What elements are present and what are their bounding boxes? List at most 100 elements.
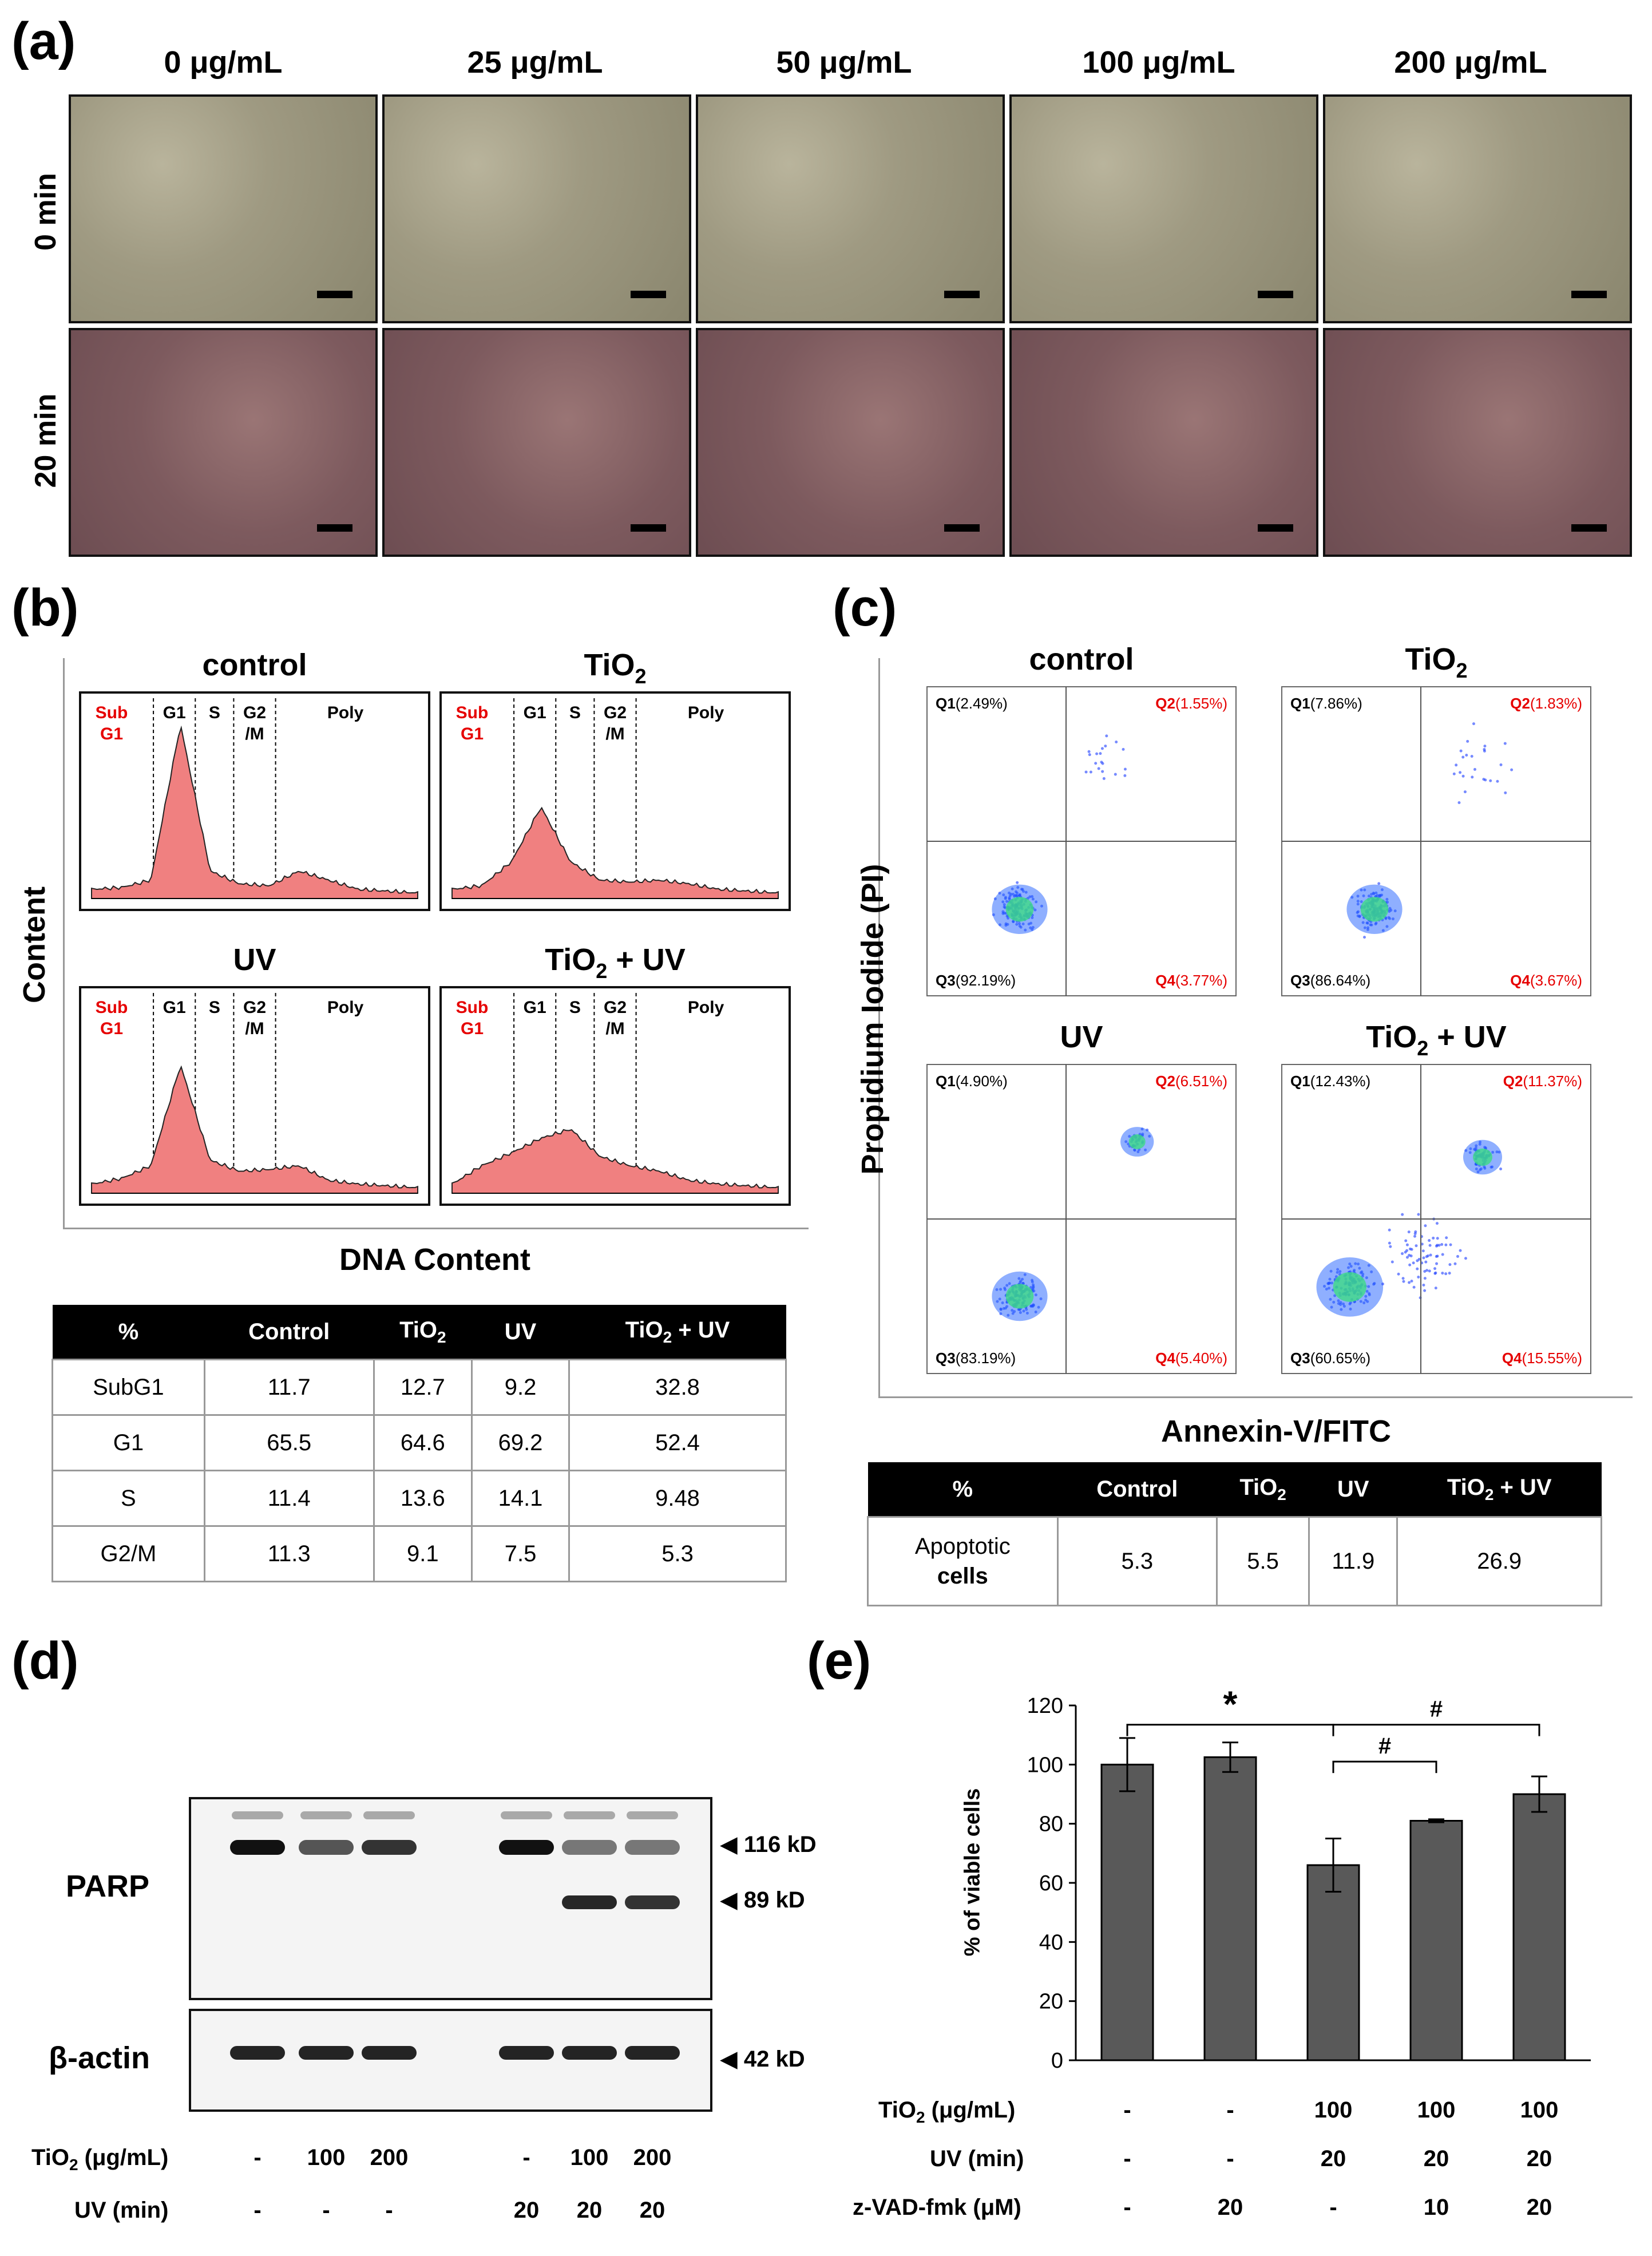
flow-dot (1404, 1239, 1408, 1242)
flow-dot (1441, 1253, 1444, 1256)
sig-bracket-star (1126, 1724, 1334, 1736)
flow-dot (1401, 1277, 1405, 1280)
phase-label-s: S (569, 703, 581, 722)
flow-dot (1095, 752, 1099, 755)
cell-cycle-x-axis: DNA Content (339, 1242, 530, 1277)
flow-dot (1401, 1252, 1404, 1255)
wb-tio2-value: - (522, 2145, 530, 2170)
flow-dot (1388, 1228, 1391, 1232)
flow-dot (1489, 779, 1492, 782)
y-tick-label: 40 (1039, 1930, 1063, 1954)
flow-dot (1470, 755, 1473, 758)
wb-uv-value: 20 (513, 2198, 540, 2223)
phase-label-m: /M (605, 725, 624, 743)
flow-dot (1449, 1243, 1452, 1246)
flow-dot (1425, 1269, 1429, 1272)
phase-label-subg1: G1 (461, 1019, 484, 1038)
band-42 (625, 2046, 680, 2060)
flow-dot (1459, 1249, 1462, 1252)
micrograph-0min-100 (1009, 94, 1318, 323)
flow-dot (1428, 1239, 1431, 1242)
e-condition-value: 20 (1320, 2146, 1346, 2171)
band-upper-faint (232, 1811, 283, 1819)
flow-dot (1424, 1224, 1427, 1228)
scale-bar (1258, 291, 1293, 298)
flow-dot (1483, 745, 1487, 748)
density-center (1333, 1272, 1366, 1302)
flow-dot (1433, 1267, 1437, 1271)
q4-label: Q4(5.40%) (1155, 1349, 1227, 1367)
band-upper-faint (300, 1811, 352, 1819)
apoptosis-table: % Control TiO2 UV TiO2 + UV Apoptotic cel… (867, 1462, 1602, 1606)
wb-tio2-value: 100 (307, 2145, 346, 2170)
th-tio2: TiO2 (1217, 1462, 1309, 1517)
scale-bar (317, 291, 352, 298)
phase-label-g1: G1 (163, 703, 186, 722)
flow-dot (1422, 1283, 1425, 1287)
phase-label-poly: Poly (327, 703, 364, 722)
panel-label-a: (a) (11, 12, 76, 70)
y-tick-label: 0 (1051, 2049, 1063, 2073)
marker-89: ◀ 89 kD (720, 1887, 805, 1913)
e-tio2-label: TiO2 (μg/mL) (878, 2097, 1016, 2126)
q1-label: Q1(12.43%) (1290, 1072, 1370, 1090)
flow-dot (1409, 1254, 1413, 1258)
flow-dot (1441, 1272, 1444, 1275)
e-condition-value: 20 (1217, 2195, 1243, 2220)
flow-dot (1435, 1262, 1439, 1265)
flow-dot (1448, 1272, 1451, 1275)
band-42 (362, 2046, 417, 2060)
flow-dot (1496, 779, 1499, 783)
phase-label-sub: Sub (96, 998, 128, 1017)
micrograph-0min-0 (69, 94, 378, 323)
flow-dot (1405, 1249, 1409, 1252)
micrograph-0min-25 (382, 94, 691, 323)
th-tio2-uv: TiO2 + UV (569, 1305, 786, 1360)
phase-label-g1: G1 (163, 998, 186, 1017)
q2-label: Q2(1.83%) (1510, 695, 1582, 712)
e-zvad-label: z-VAD-fmk (μM) (853, 2195, 1021, 2220)
band-42 (499, 2046, 554, 2060)
wb-uv-value: 20 (639, 2198, 665, 2223)
e-uv-label: UV (min) (930, 2146, 1024, 2171)
table-row: SubG1 11.7 12.7 9.2 32.8 (51, 1359, 787, 1416)
flow-plot-3: TiO2 + UV Q1(12.43%) Q2(11.37%) Q3(60.65%) Q… (1281, 1020, 1591, 1374)
band-42 (299, 2046, 354, 2060)
table-row: S 11.4 13.6 14.1 9.48 (51, 1470, 787, 1527)
histogram-0: control Sub G1 G1 S G2/M Poly (79, 648, 430, 911)
flow-dot (1413, 1232, 1417, 1236)
flow-dot (1100, 747, 1104, 750)
phase-label-m: /M (245, 1019, 264, 1038)
scale-bar (631, 524, 666, 532)
flow-dot (1416, 1259, 1419, 1262)
band-42 (230, 2046, 285, 2060)
flow-cytometry-plots: control Q1(2.49%) Q2(1.55%) Q3(92.19%) Q4(3.… (926, 642, 1591, 1374)
phase-label-s: S (569, 998, 581, 1017)
flow-dot (1456, 1254, 1459, 1258)
flow-dot (1087, 750, 1091, 753)
flow-dot (1088, 753, 1091, 757)
conc-header-25: 25 μg/mL (467, 45, 603, 80)
band-116 (625, 1840, 680, 1855)
micrograph-20min-200 (1323, 328, 1632, 557)
bar-4 (1512, 1793, 1566, 2061)
phase-label-subg1: G1 (100, 725, 123, 743)
band-upper-faint (627, 1811, 678, 1819)
flow-dot (1381, 1283, 1385, 1286)
flow-dot (1423, 1277, 1427, 1280)
q2-label: Q2(6.51%) (1155, 1072, 1227, 1090)
band-upper-faint (363, 1811, 415, 1819)
flow-title: UV (1060, 1020, 1103, 1054)
flow-plot-2: UV Q1(4.90%) Q2(6.51%) Q3(83.19%) Q4(5.40%) (926, 1020, 1237, 1374)
scale-bar (944, 524, 980, 532)
marker-42: ◀ 42 kD (720, 2047, 805, 2072)
e-condition-value: - (1123, 2195, 1131, 2220)
flow-dot (1122, 747, 1125, 751)
flow-dot (1405, 1243, 1409, 1246)
flow-dot (1422, 1256, 1425, 1260)
flow-dot (1101, 762, 1104, 765)
micrograph-20min-100 (1009, 328, 1318, 557)
band-89 (625, 1895, 680, 1909)
flow-dot (1483, 747, 1486, 751)
bar-0 (1100, 1763, 1154, 2061)
